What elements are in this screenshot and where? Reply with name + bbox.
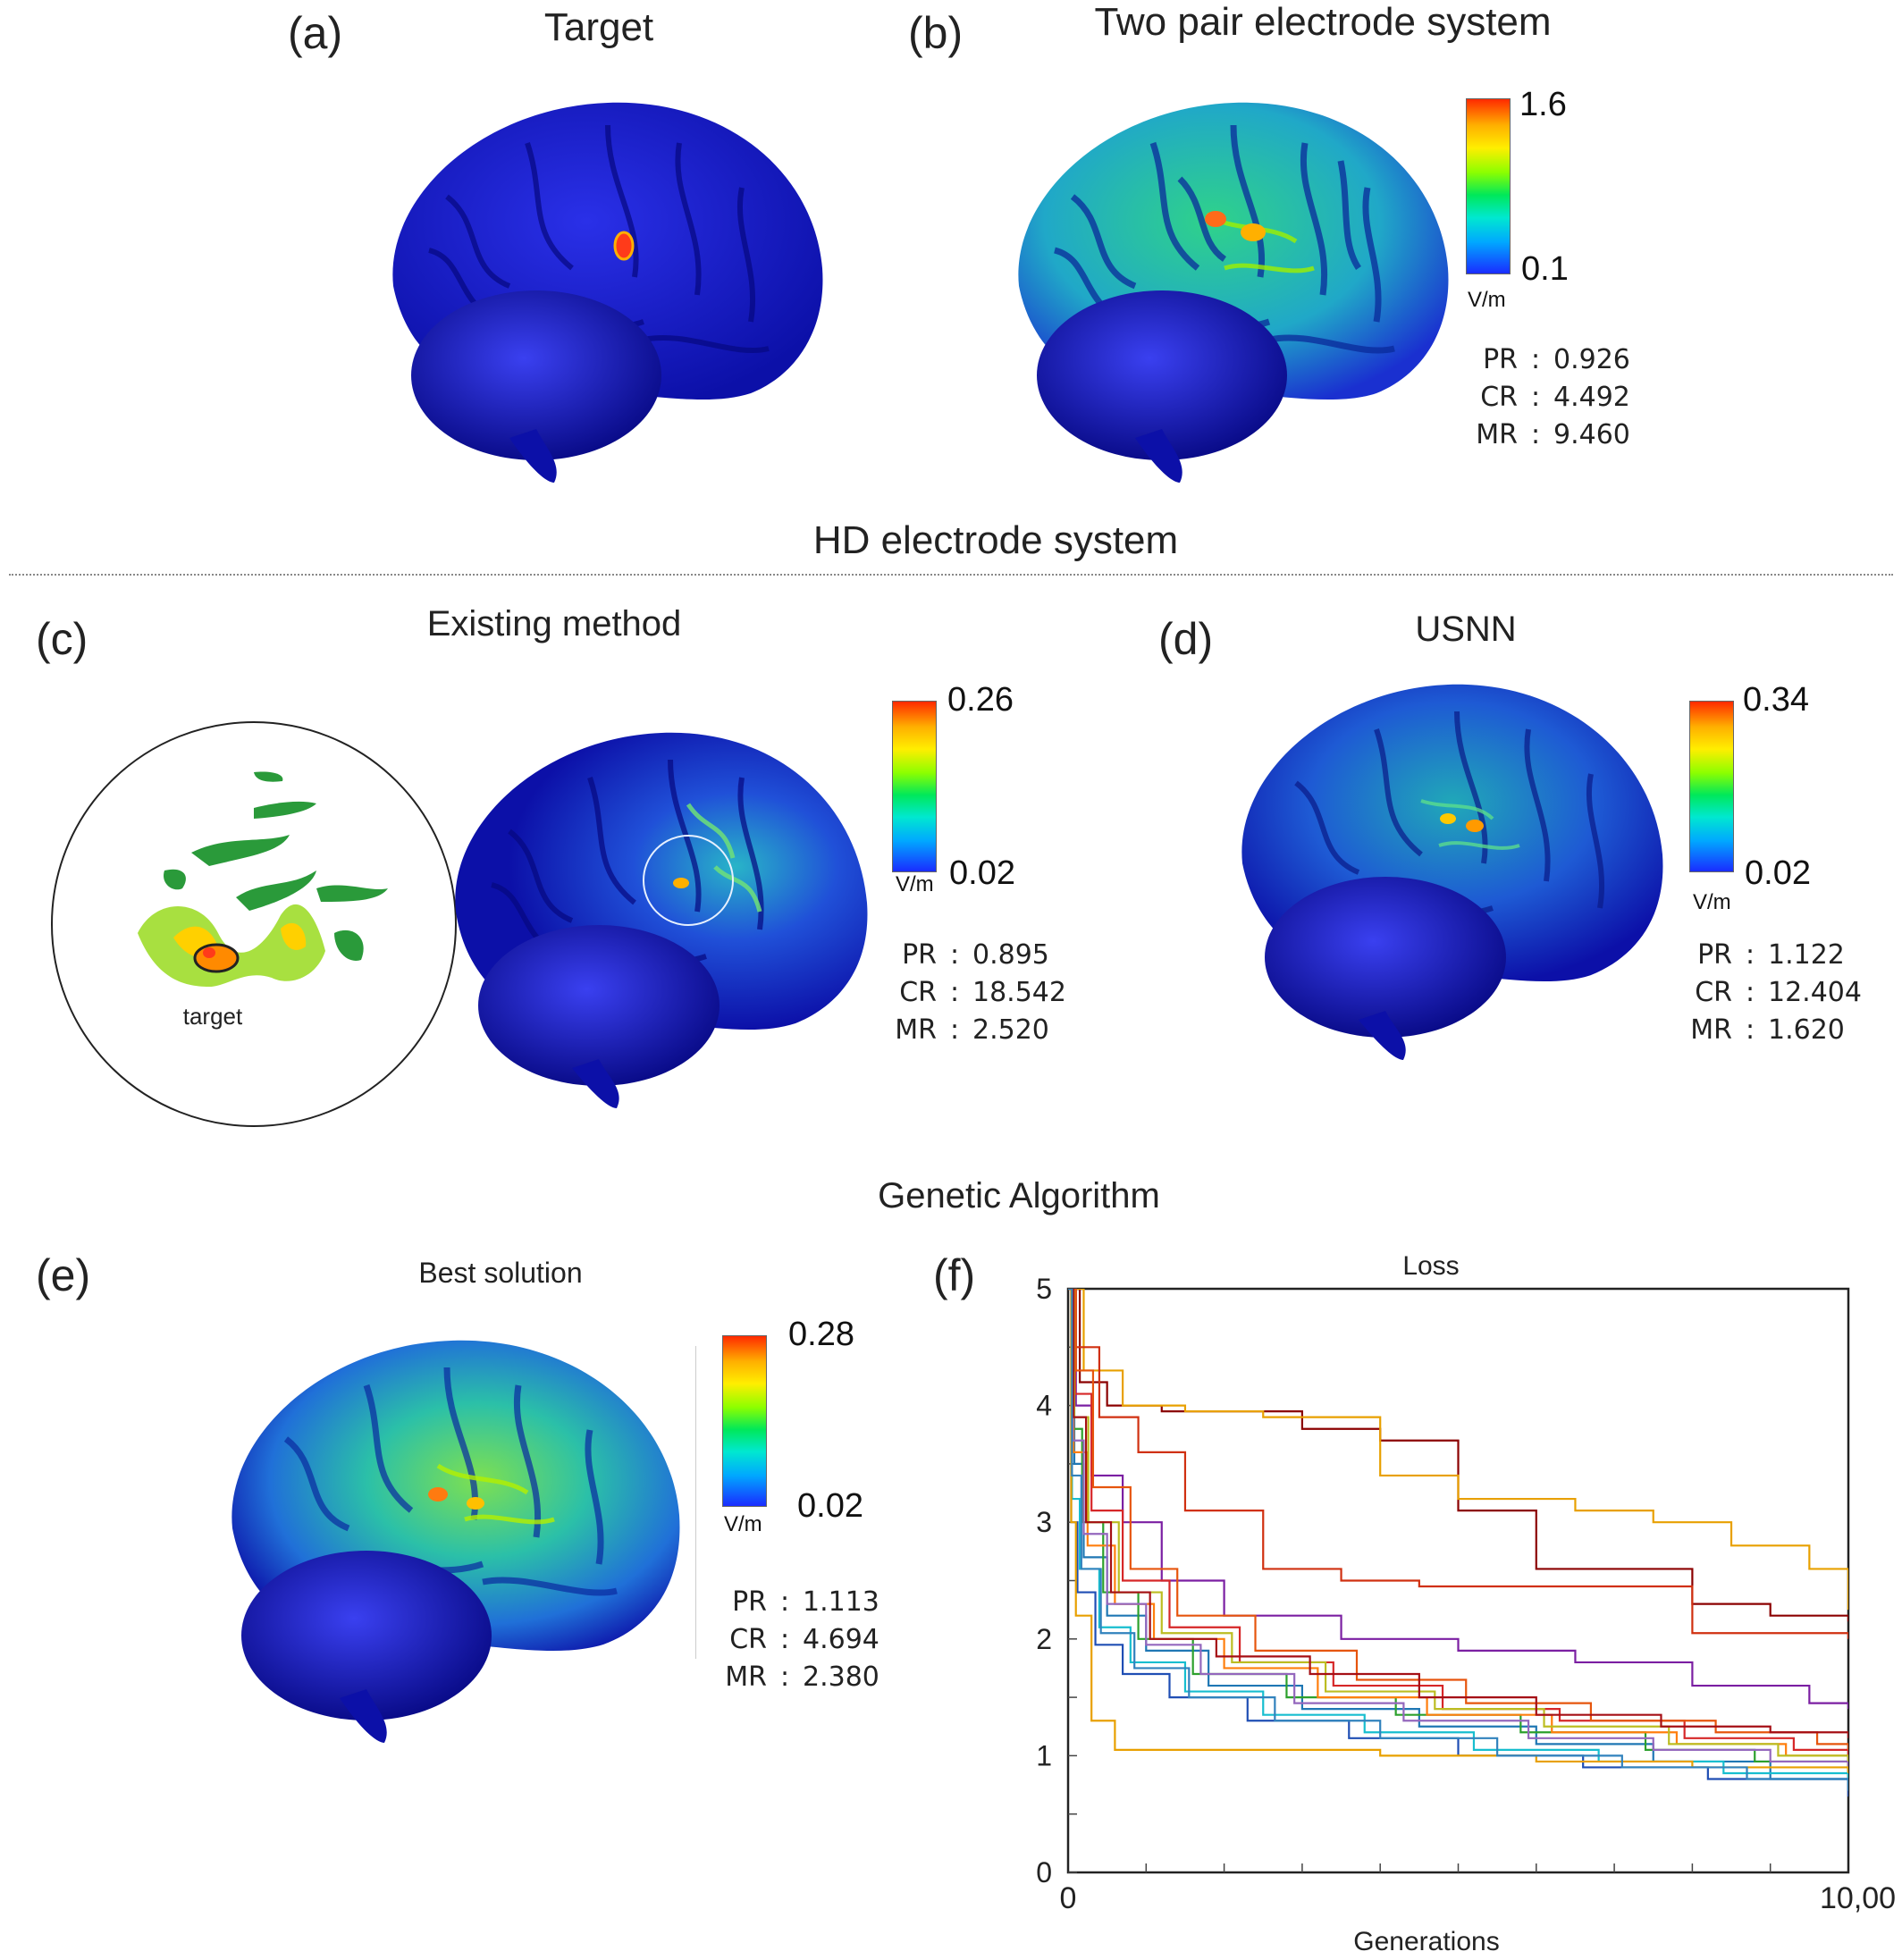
inset-zoom-image: target — [51, 721, 457, 1127]
section-divider — [9, 574, 1893, 576]
metrics-b: PR:0.926 CR:4.492 MR:9.460 — [1466, 341, 1630, 454]
metric-row: MR:2.380 — [725, 1661, 879, 1693]
metrics-d: PR:1.122 CR:12.404 MR:1.620 — [1680, 937, 1862, 1049]
y-tick-label: 3 — [1036, 1506, 1052, 1538]
x-tick-label: 0 — [1060, 1881, 1077, 1915]
colorbar-e-max: 0.28 — [788, 1316, 854, 1353]
colorbar-e-unit: V/m — [724, 1512, 762, 1536]
metrics-e: PR:1.113 CR:4.694 MR:2.380 — [715, 1584, 879, 1696]
metrics-c: PR:0.895 CR:18.542 MR:2.520 — [885, 937, 1066, 1049]
panel-b-title: Two pair electrode system — [1094, 0, 1552, 44]
colorbar-e — [722, 1335, 767, 1507]
chart-title: Loss — [1402, 1251, 1459, 1281]
colorbar-b-min: 0.1 — [1521, 250, 1569, 288]
section-hd-title: HD electrode system — [812, 518, 1179, 562]
brain-usnn-image — [1241, 684, 1663, 1060]
chart-x-axis-label: Generations — [1353, 1927, 1499, 1956]
brain-best-solution-image — [231, 1340, 680, 1743]
brain-existing-method-image — [455, 732, 868, 1108]
loss-series-line — [1068, 1289, 1848, 1762]
loss-chart: Loss 0 1 2 3 4 5 0 10,000 Generations — [1036, 1251, 1895, 1956]
metric-row: CR:12.404 — [1695, 977, 1862, 1008]
colorbar-d-max: 0.34 — [1743, 681, 1809, 719]
panel-label-c: (c) — [36, 614, 88, 664]
metric-row: CR:18.542 — [899, 977, 1066, 1008]
colorbar-d — [1689, 701, 1734, 872]
panel-label-b: (b) — [908, 8, 964, 58]
colorbar-c — [892, 701, 937, 872]
loss-series-line — [1068, 1289, 1848, 1756]
y-tick-label: 2 — [1036, 1623, 1052, 1655]
metric-row: MR:2.520 — [895, 1014, 1049, 1046]
colorbar-b — [1466, 98, 1511, 274]
y-tick-label: 5 — [1036, 1273, 1052, 1305]
y-tick-label: 0 — [1036, 1856, 1052, 1888]
loss-series-line — [1068, 1289, 1848, 1750]
panel-label-f: (f) — [933, 1250, 976, 1300]
loss-series-line — [1068, 1289, 1848, 1611]
x-tick-label: 10,000 — [1820, 1881, 1895, 1915]
colorbar-e-min: 0.02 — [797, 1487, 863, 1525]
loss-series-line — [1068, 1289, 1848, 1791]
colorbar-c-unit: V/m — [896, 872, 934, 896]
colorbar-c-min: 0.02 — [949, 854, 1015, 892]
metric-row: PR:1.113 — [732, 1586, 879, 1618]
panel-e-title: Best solution — [418, 1257, 583, 1289]
colorbar-b-unit: V/m — [1468, 288, 1506, 312]
panel-c-title: Existing method — [426, 604, 682, 644]
colorbar-d-unit: V/m — [1693, 890, 1731, 914]
metric-row: PR:0.926 — [1483, 344, 1630, 375]
colorbar-b-max: 1.6 — [1519, 86, 1567, 123]
panel-d-title: USNN — [1415, 610, 1517, 649]
section-ga-title: Genetic Algorithm — [878, 1176, 1160, 1216]
panel-a-title: Target — [543, 5, 654, 49]
loss-series-line — [1068, 1289, 1848, 1738]
panel-e-separator — [695, 1346, 696, 1659]
panel-label-a: (a) — [288, 8, 343, 58]
metric-row: MR:9.460 — [1476, 419, 1630, 450]
brain-target-image — [392, 102, 823, 483]
panel-label-d: (d) — [1158, 614, 1214, 664]
loss-series-line — [1068, 1289, 1848, 1639]
metric-row: CR:4.492 — [1480, 382, 1630, 413]
inset-target-label: target — [183, 1003, 243, 1030]
metric-row: CR:4.694 — [729, 1624, 879, 1655]
colorbar-c-max: 0.26 — [947, 681, 1014, 719]
y-tick-label: 4 — [1036, 1390, 1052, 1422]
panel-label-e: (e) — [36, 1250, 91, 1300]
loss-series-line — [1068, 1289, 1848, 1768]
loss-series-line — [1068, 1289, 1848, 1773]
brain-two-pair-image — [1018, 102, 1449, 483]
metric-row: PR:1.122 — [1697, 939, 1845, 971]
metric-row: MR:1.620 — [1690, 1014, 1845, 1046]
metric-row: PR:0.895 — [902, 939, 1049, 971]
colorbar-d-min: 0.02 — [1745, 854, 1811, 892]
y-tick-label: 1 — [1036, 1739, 1052, 1771]
